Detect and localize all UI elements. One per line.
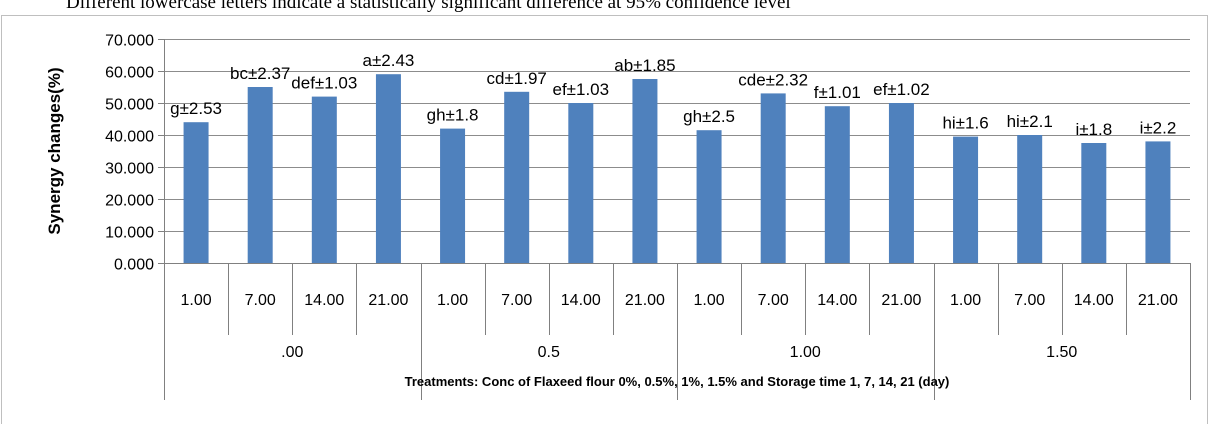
y-tick-label: 0.000	[114, 257, 154, 274]
x-axis-title: Treatments: Conc of Flaxeed flour 0%, 0.…	[405, 374, 950, 389]
data-label: a±2.43	[363, 51, 415, 70]
category-tick-label: 14.00	[1074, 292, 1114, 309]
data-label: ef±1.02	[873, 80, 930, 99]
category-tick-label: 21.00	[625, 292, 665, 309]
bar	[440, 128, 466, 263]
bar	[1017, 135, 1043, 263]
bar	[247, 87, 273, 263]
group-label: 1.50	[1046, 344, 1077, 361]
category-tick-label: 1.00	[950, 292, 981, 309]
data-label: def±1.03	[291, 74, 357, 93]
bar	[183, 122, 209, 263]
bar	[696, 130, 722, 263]
data-label: i±2.2	[1140, 118, 1177, 137]
category-tick-label: 21.00	[1138, 292, 1178, 309]
data-label: ef±1.03	[553, 80, 610, 99]
y-axis-title: Synergy changes(%)	[45, 67, 64, 234]
category-tick-label: 7.00	[758, 292, 789, 309]
category-tick-label: 21.00	[881, 292, 921, 309]
data-label: ab±1.85	[614, 56, 675, 75]
bar	[375, 74, 401, 263]
category-tick-label: 14.00	[561, 292, 601, 309]
data-label: i±1.8	[1075, 120, 1112, 139]
bar	[504, 91, 530, 263]
data-label: cde±2.32	[738, 70, 808, 89]
y-tick-label: 30.000	[105, 161, 154, 178]
bar	[1081, 143, 1107, 263]
category-tick-label: 7.00	[501, 292, 532, 309]
data-label: gh±2.5	[683, 107, 735, 126]
y-tick-label: 40.000	[105, 129, 154, 146]
group-label: 0.5	[538, 344, 560, 361]
data-label: cd±1.97	[487, 69, 547, 88]
group-label: 1.00	[790, 344, 821, 361]
category-tick-label: 14.00	[304, 292, 344, 309]
bar	[824, 106, 850, 263]
y-tick-label: 70.000	[105, 33, 154, 50]
data-label: hi±2.1	[1007, 112, 1053, 131]
bar	[953, 136, 979, 263]
category-tick-label: 7.00	[1014, 292, 1045, 309]
bar	[888, 103, 914, 263]
data-label: hi±1.6	[942, 114, 988, 133]
category-tick-label: 14.00	[817, 292, 857, 309]
y-tick-label: 50.000	[105, 97, 154, 114]
category-tick-label: 7.00	[245, 292, 276, 309]
figure-caption: Different lowercase letters indicate a s…	[66, 0, 791, 13]
bar	[568, 103, 594, 263]
data-label: bc±2.37	[230, 64, 290, 83]
bar	[1145, 141, 1171, 263]
category-tick-label: 1.00	[180, 292, 211, 309]
bar	[311, 96, 337, 263]
category-tick-label: 1.00	[437, 292, 468, 309]
data-label: g±2.53	[170, 99, 222, 118]
group-label: .00	[281, 344, 303, 361]
data-label: gh±1.8	[427, 106, 479, 125]
bar	[760, 93, 786, 264]
category-tick-label: 21.00	[368, 292, 408, 309]
bar	[632, 79, 658, 263]
chart-frame	[1, 15, 1208, 424]
category-tick-label: 1.00	[693, 292, 724, 309]
y-tick-label: 10.000	[105, 225, 154, 242]
y-tick-label: 60.000	[105, 65, 154, 82]
y-tick-label: 20.000	[105, 193, 154, 210]
data-label: f±1.01	[814, 83, 861, 102]
